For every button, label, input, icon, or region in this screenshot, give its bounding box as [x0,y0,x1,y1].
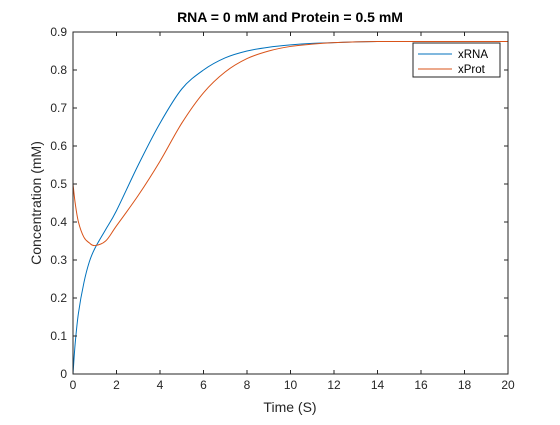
y-tick-label: 0 [60,367,67,381]
y-tick-label: 0.7 [50,101,67,115]
y-tick-label: 0.8 [50,63,67,77]
x-tick-label: 4 [157,378,164,392]
x-tick-label: 10 [284,378,298,392]
legend-label-xrna: xRNA [458,49,488,61]
series-layer [72,40,508,375]
x-tick-label: 8 [244,378,251,392]
x-tick-label: 12 [327,378,341,392]
series-line-xprot [72,40,508,247]
y-tick-label: 0.2 [50,291,67,305]
y-axis-label: Concentration (mM) [28,141,44,265]
legend: xRNA xProt [412,42,501,78]
y-tick-label: 0.6 [50,139,67,153]
plot-area [73,32,508,374]
y-tick-label: 0.5 [50,177,67,191]
x-tick-label: 14 [371,378,385,392]
x-tick-label: 16 [414,378,428,392]
y-tick-label: 0.9 [50,25,67,39]
x-tick-label: 2 [113,378,120,392]
legend-box [412,42,501,78]
x-tick-label: 6 [200,378,207,392]
x-axis: 0 2 4 6 8 10 12 14 16 18 20 [70,32,515,392]
y-axis: 0 0.1 0.2 0.3 0.4 0.5 0.6 0.7 0.8 0.9 [50,25,508,381]
x-axis-label: Time (S) [263,399,316,415]
x-tick-label: 18 [458,378,472,392]
legend-label-xprot: xProt [458,64,486,76]
y-tick-label: 0.3 [50,253,67,267]
x-tick-label: 20 [501,378,515,392]
y-tick-label: 0.4 [50,215,67,229]
x-tick-label: 0 [70,378,77,392]
y-tick-label: 0.1 [50,329,67,343]
chart-title: RNA = 0 mM and Protein = 0.5 mM [177,9,403,25]
